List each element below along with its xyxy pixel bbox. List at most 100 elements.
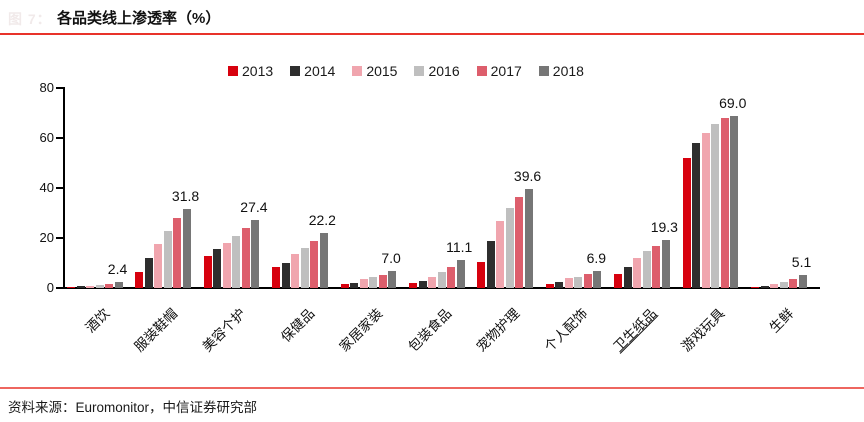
bar-酒饮-2016	[95, 284, 104, 288]
bar-酒饮-2018	[114, 282, 123, 288]
bar-个人配饰-2017	[583, 274, 592, 288]
bar-个人配饰-2013	[545, 284, 554, 288]
bar-卫生纸品-2017	[652, 245, 661, 288]
data-label: 2.4	[107, 261, 128, 277]
bar-家居家装-2013	[340, 284, 349, 288]
y-axis-tick-label: 0	[46, 280, 54, 295]
bar-宠物护理-2015	[496, 220, 505, 288]
legend-label: 2013	[242, 63, 274, 79]
bar-宠物护理-2018	[524, 189, 533, 288]
legend-swatch-icon	[538, 66, 549, 76]
data-label: 7.0	[381, 249, 401, 266]
y-axis-tick	[56, 137, 63, 139]
bar-个人配饰-2018	[593, 270, 602, 288]
y-axis-tick	[56, 287, 63, 289]
legend-label: 2014	[304, 63, 336, 79]
legend-swatch-icon	[476, 66, 487, 76]
bar-生鲜-2017	[789, 279, 797, 288]
bar-宠物护理-2014	[486, 240, 495, 288]
bar-美容个护-2013	[203, 255, 212, 288]
legend-swatch-icon	[352, 66, 363, 76]
bar-宠物护理-2013	[477, 261, 486, 288]
bar-包装食品-2017	[447, 266, 455, 288]
legend-item-2015: 2015	[352, 63, 397, 79]
bar-美容个护-2018	[251, 219, 260, 288]
bar-生鲜-2014	[760, 285, 769, 288]
legend-item-2014: 2014	[290, 63, 335, 79]
bar-家居家装-2016	[369, 277, 378, 288]
y-axis-tick-label: 20	[39, 230, 54, 245]
bar-卫生纸品-2015	[633, 258, 642, 288]
bar-卫生纸品-2013	[614, 274, 623, 288]
legend-item-2017: 2017	[476, 63, 522, 79]
legend-swatch-icon	[228, 66, 238, 76]
legend-item-2013: 2013	[228, 63, 273, 79]
bar-游戏玩具-2015	[701, 133, 710, 288]
legend-swatch-icon	[414, 66, 425, 76]
bar-服装鞋帽-2016	[163, 230, 172, 288]
bar-家居家装-2015	[359, 279, 368, 288]
bar-酒饮-2013	[67, 287, 75, 288]
y-axis-line	[63, 87, 65, 289]
y-axis-tick-label: 40	[39, 180, 54, 195]
bar-生鲜-2013	[751, 287, 759, 288]
bar-酒饮-2015	[86, 285, 94, 288]
bar-游戏玩具-2014	[692, 143, 701, 288]
bar-服装鞋帽-2017	[173, 218, 182, 288]
bar-生鲜-2016	[779, 281, 788, 288]
legend-item-2016: 2016	[414, 63, 460, 79]
y-axis-tick	[56, 87, 63, 89]
bar-生鲜-2018	[798, 275, 807, 288]
bar-个人配饰-2014	[555, 281, 564, 288]
bar-包装食品-2018	[456, 260, 465, 288]
data-label: 5.1	[791, 254, 812, 271]
bar-服装鞋帽-2018	[182, 208, 191, 288]
y-axis-tick	[56, 187, 63, 189]
bar-美容个护-2017	[241, 228, 250, 288]
bar-保健品-2013	[272, 266, 281, 288]
bar-家居家装-2018	[388, 270, 397, 288]
bar-保健品-2017	[310, 240, 319, 288]
bar-服装鞋帽-2013	[135, 271, 144, 288]
bar-保健品-2016	[300, 248, 309, 288]
bar-游戏玩具-2016	[711, 124, 720, 288]
bar-宠物护理-2017	[515, 196, 524, 288]
bar-包装食品-2015	[428, 276, 436, 288]
legend-label: 2015	[366, 63, 398, 79]
chart-title: 各品类线上渗透率（%）	[57, 10, 221, 27]
data-label: 27.4	[240, 198, 268, 215]
bar-个人配饰-2015	[564, 278, 573, 288]
bar-服装鞋帽-2014	[144, 258, 153, 288]
data-label: 31.8	[171, 187, 200, 204]
bar-家居家装-2014	[350, 283, 359, 288]
source-note: 资料来源：Euromonitor，中信证券研究部	[8, 400, 258, 415]
bar-个人配饰-2016	[574, 276, 583, 288]
bar-美容个护-2014	[213, 249, 222, 288]
bar-酒饮-2017	[105, 283, 113, 288]
bar-宠物护理-2016	[505, 208, 514, 288]
bar-服装鞋帽-2015	[154, 244, 163, 288]
y-axis-tick	[56, 237, 63, 239]
bar-生鲜-2015	[770, 283, 778, 288]
figure-number-watermark: 图 7：	[8, 11, 52, 27]
bar-卫生纸品-2018	[661, 239, 670, 288]
x-axis-line	[63, 287, 820, 289]
bar-卫生纸品-2014	[623, 266, 632, 288]
bar-保健品-2015	[291, 254, 300, 288]
data-label: 39.6	[513, 168, 542, 184]
legend-label: 2017	[490, 63, 522, 79]
bar-保健品-2014	[281, 263, 290, 288]
bar-家居家装-2017	[378, 274, 387, 288]
bar-保健品-2018	[319, 232, 328, 288]
legend-item-2018: 2018	[538, 63, 584, 79]
footer-divider-line	[0, 387, 864, 389]
bar-包装食品-2013	[409, 283, 417, 288]
legend: 2013 2014 2015 2016 2017 2018	[228, 63, 584, 79]
data-label: 6.9	[586, 249, 607, 266]
title-divider-line	[0, 33, 864, 35]
bar-酒饮-2014	[76, 286, 85, 288]
bar-包装食品-2016	[437, 271, 446, 288]
y-axis-tick-label: 60	[39, 130, 54, 145]
data-label: 11.1	[446, 239, 473, 256]
